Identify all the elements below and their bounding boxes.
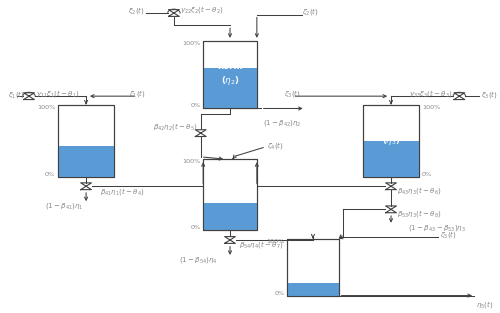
Bar (203, 41, 257, 109)
Text: $\beta_{42}\eta_2(t-\theta_5)$: $\beta_{42}\eta_2(t-\theta_5)$ (154, 121, 198, 132)
Bar (203, 68, 257, 109)
Text: $\zeta_2(t)$: $\zeta_2(t)$ (302, 6, 319, 17)
Bar (203, 159, 257, 230)
Bar (203, 41, 257, 109)
Text: 0%: 0% (45, 172, 55, 177)
Text: 100%: 100% (182, 41, 201, 46)
Bar (363, 105, 419, 177)
Text: 0%: 0% (422, 172, 432, 177)
Text: Subjective
norm
($\eta_2$): Subjective norm ($\eta_2$) (204, 51, 256, 87)
Text: PBC
($\eta_3$): PBC ($\eta_3$) (382, 123, 400, 147)
Text: $\beta_{43}\eta_3(t-\theta_6)$: $\beta_{43}\eta_3(t-\theta_6)$ (397, 185, 442, 196)
Text: 0%: 0% (190, 225, 200, 230)
Bar (58, 146, 114, 177)
Bar (58, 105, 114, 177)
Text: $\beta_{41}\eta_1(t-\theta_4)$: $\beta_{41}\eta_1(t-\theta_4)$ (100, 186, 144, 197)
Text: $(1-\beta_{43}-\beta_{53})\eta_3$: $(1-\beta_{43}-\beta_{53})\eta_3$ (408, 223, 466, 233)
Bar (58, 105, 114, 177)
Text: $\beta_{53}\eta_3(t-\theta_8)$: $\beta_{53}\eta_3(t-\theta_8)$ (397, 208, 442, 219)
Bar (363, 141, 419, 177)
Text: 100%: 100% (422, 105, 440, 110)
Text: $\gamma_{33}\xi_3(t-\theta_3)$: $\gamma_{33}\xi_3(t-\theta_3)$ (409, 88, 453, 99)
Text: $(1-\beta_{42})\eta_2$: $(1-\beta_{42})\eta_2$ (262, 118, 301, 128)
Bar (363, 105, 419, 177)
Text: $\xi_2(t)$: $\xi_2(t)$ (128, 5, 144, 16)
Text: $\zeta_1(t)$: $\zeta_1(t)$ (129, 88, 146, 99)
Bar (203, 203, 257, 230)
Text: 0%: 0% (190, 104, 200, 109)
Bar (288, 283, 339, 295)
Text: $(1-\beta_{54})\eta_4$: $(1-\beta_{54})\eta_4$ (179, 255, 218, 265)
Text: $\beta_{54}\eta_4(t-\theta_7)$: $\beta_{54}\eta_4(t-\theta_7)$ (239, 239, 284, 250)
Text: $\zeta_5(t)$: $\zeta_5(t)$ (440, 229, 456, 240)
Text: Attitude
($\eta_1$): Attitude ($\eta_1$) (66, 123, 106, 147)
Text: $\xi_1(t)$: $\xi_1(t)$ (8, 90, 24, 100)
Bar (288, 239, 339, 295)
Bar (288, 239, 339, 295)
Text: $\eta_5(t)$: $\eta_5(t)$ (476, 299, 494, 310)
Text: 100%: 100% (182, 159, 201, 164)
Text: 100%: 100% (37, 105, 55, 110)
Text: $\gamma_{11}\xi_1(t-\theta_1)$: $\gamma_{11}\xi_1(t-\theta_1)$ (36, 88, 80, 99)
Text: $\gamma_{22}\xi_2(t-\theta_2)$: $\gamma_{22}\xi_2(t-\theta_2)$ (180, 4, 224, 15)
Text: 100%: 100% (266, 239, 284, 244)
Text: Behaviour
($\eta_5$): Behaviour ($\eta_5$) (288, 250, 338, 275)
Bar (203, 159, 257, 230)
Text: $\zeta_4(t)$: $\zeta_4(t)$ (266, 140, 283, 151)
Text: $(1-\beta_{41})\eta_1$: $(1-\beta_{41})\eta_1$ (45, 201, 84, 211)
Text: Intention
($\eta_4$): Intention ($\eta_4$) (208, 177, 252, 201)
Text: $\zeta_3(t)$: $\zeta_3(t)$ (284, 88, 301, 99)
Text: 0%: 0% (274, 290, 284, 295)
Text: $\xi_3(t)$: $\xi_3(t)$ (481, 90, 498, 100)
